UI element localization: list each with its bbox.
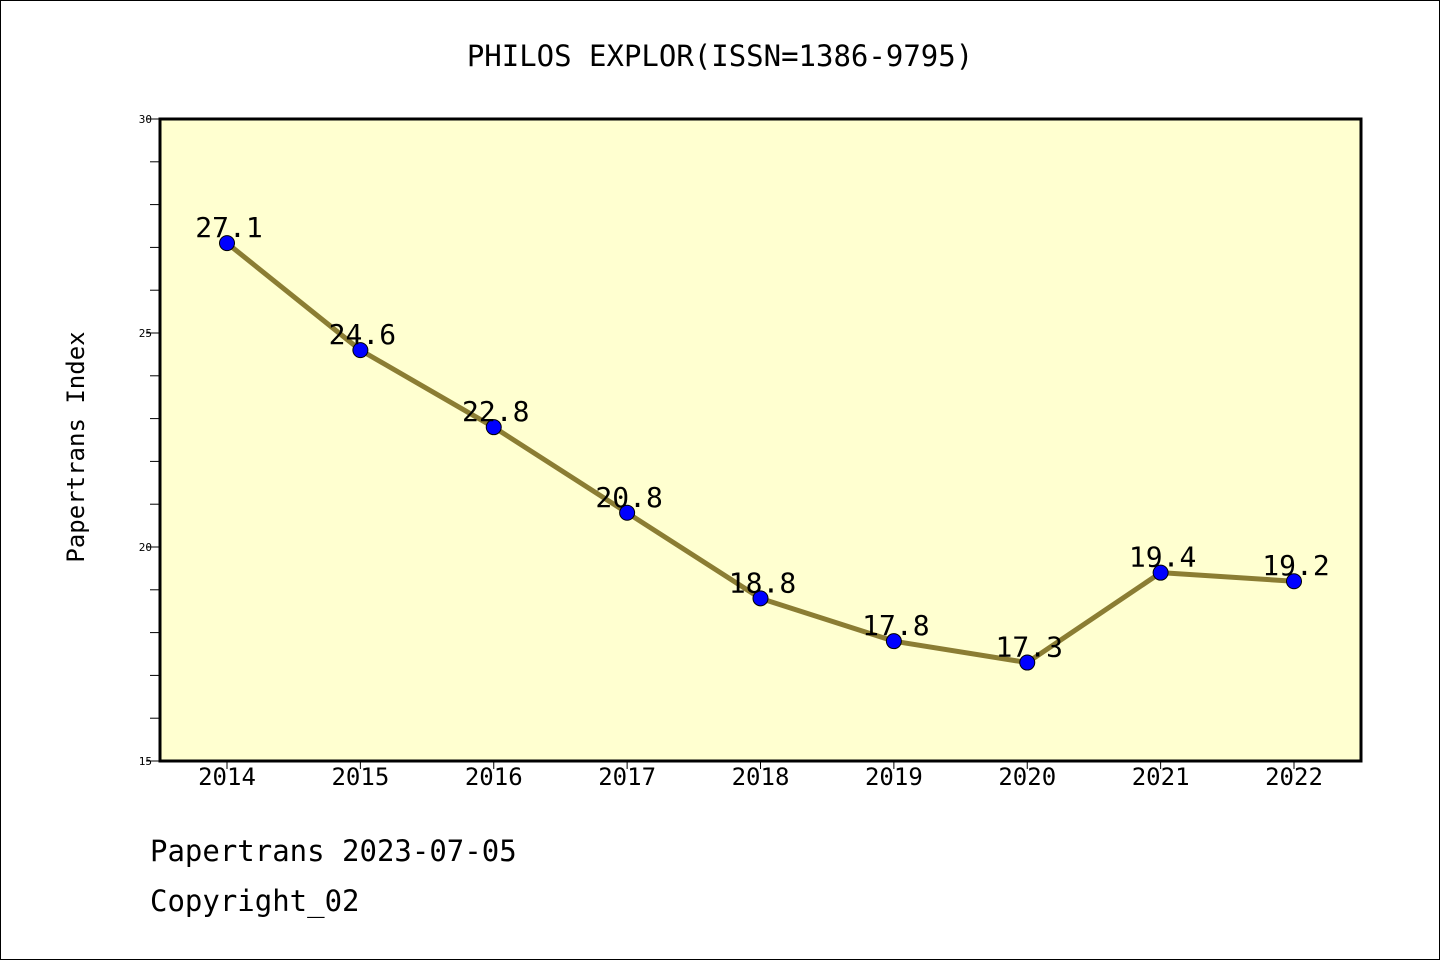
x-tick-label: 2020 (998, 763, 1056, 791)
data-point (1286, 573, 1302, 590)
x-tick-label: 2021 (1132, 763, 1190, 791)
x-tick-label: 2016 (465, 763, 523, 791)
x-tick-label: 2022 (1265, 763, 1323, 791)
plot-border (158, 117, 1363, 763)
y-axis: 15 20 25 30 (139, 113, 160, 768)
y-axis-label: Papertrans Index (62, 331, 90, 562)
x-tick-label: 2017 (598, 763, 656, 791)
plot-area (160, 119, 1361, 761)
chart-title: PHILOS EXPLOR(ISSN=1386-9795) (467, 39, 973, 73)
data-point (885, 633, 902, 650)
data-point (752, 590, 769, 607)
x-tick-label: 2019 (865, 763, 923, 791)
data-label: 18.8 (729, 566, 796, 599)
footer-copyright: Copyright_02 (150, 884, 360, 918)
data-point (219, 235, 235, 252)
y-tick-label: 25 (139, 327, 152, 340)
y-tick-label: 15 (139, 755, 152, 768)
data-point (619, 504, 636, 521)
x-tick-label: 2014 (198, 763, 256, 791)
data-label: 27.1 (195, 211, 262, 244)
data-point (352, 342, 369, 359)
data-label: 17.3 (996, 631, 1063, 664)
data-label: 17.8 (862, 609, 929, 642)
footer-date: Papertrans 2023-07-05 (150, 834, 517, 868)
data-label: 22.8 (462, 395, 529, 428)
y-tick-label: 20 (139, 541, 152, 554)
x-tick-label: 2015 (331, 763, 389, 791)
data-label: 20.8 (595, 481, 662, 514)
data-point (485, 419, 502, 436)
series-layer: 27.1 24.6 22.8 20.8 18.8 17.8 17.3 19.4 19.2 (195, 211, 1330, 671)
x-axis: 2014 2015 2016 2017 2018 2019 2020 2021 2022 (198, 761, 1323, 791)
x-tick-label: 2018 (732, 763, 790, 791)
data-label: 24.6 (329, 318, 396, 351)
data-label: 19.4 (1129, 541, 1196, 574)
y-tick-label: 30 (139, 113, 152, 126)
data-point (1152, 564, 1169, 581)
data-label: 19.2 (1262, 549, 1329, 582)
data-point (1019, 654, 1036, 671)
